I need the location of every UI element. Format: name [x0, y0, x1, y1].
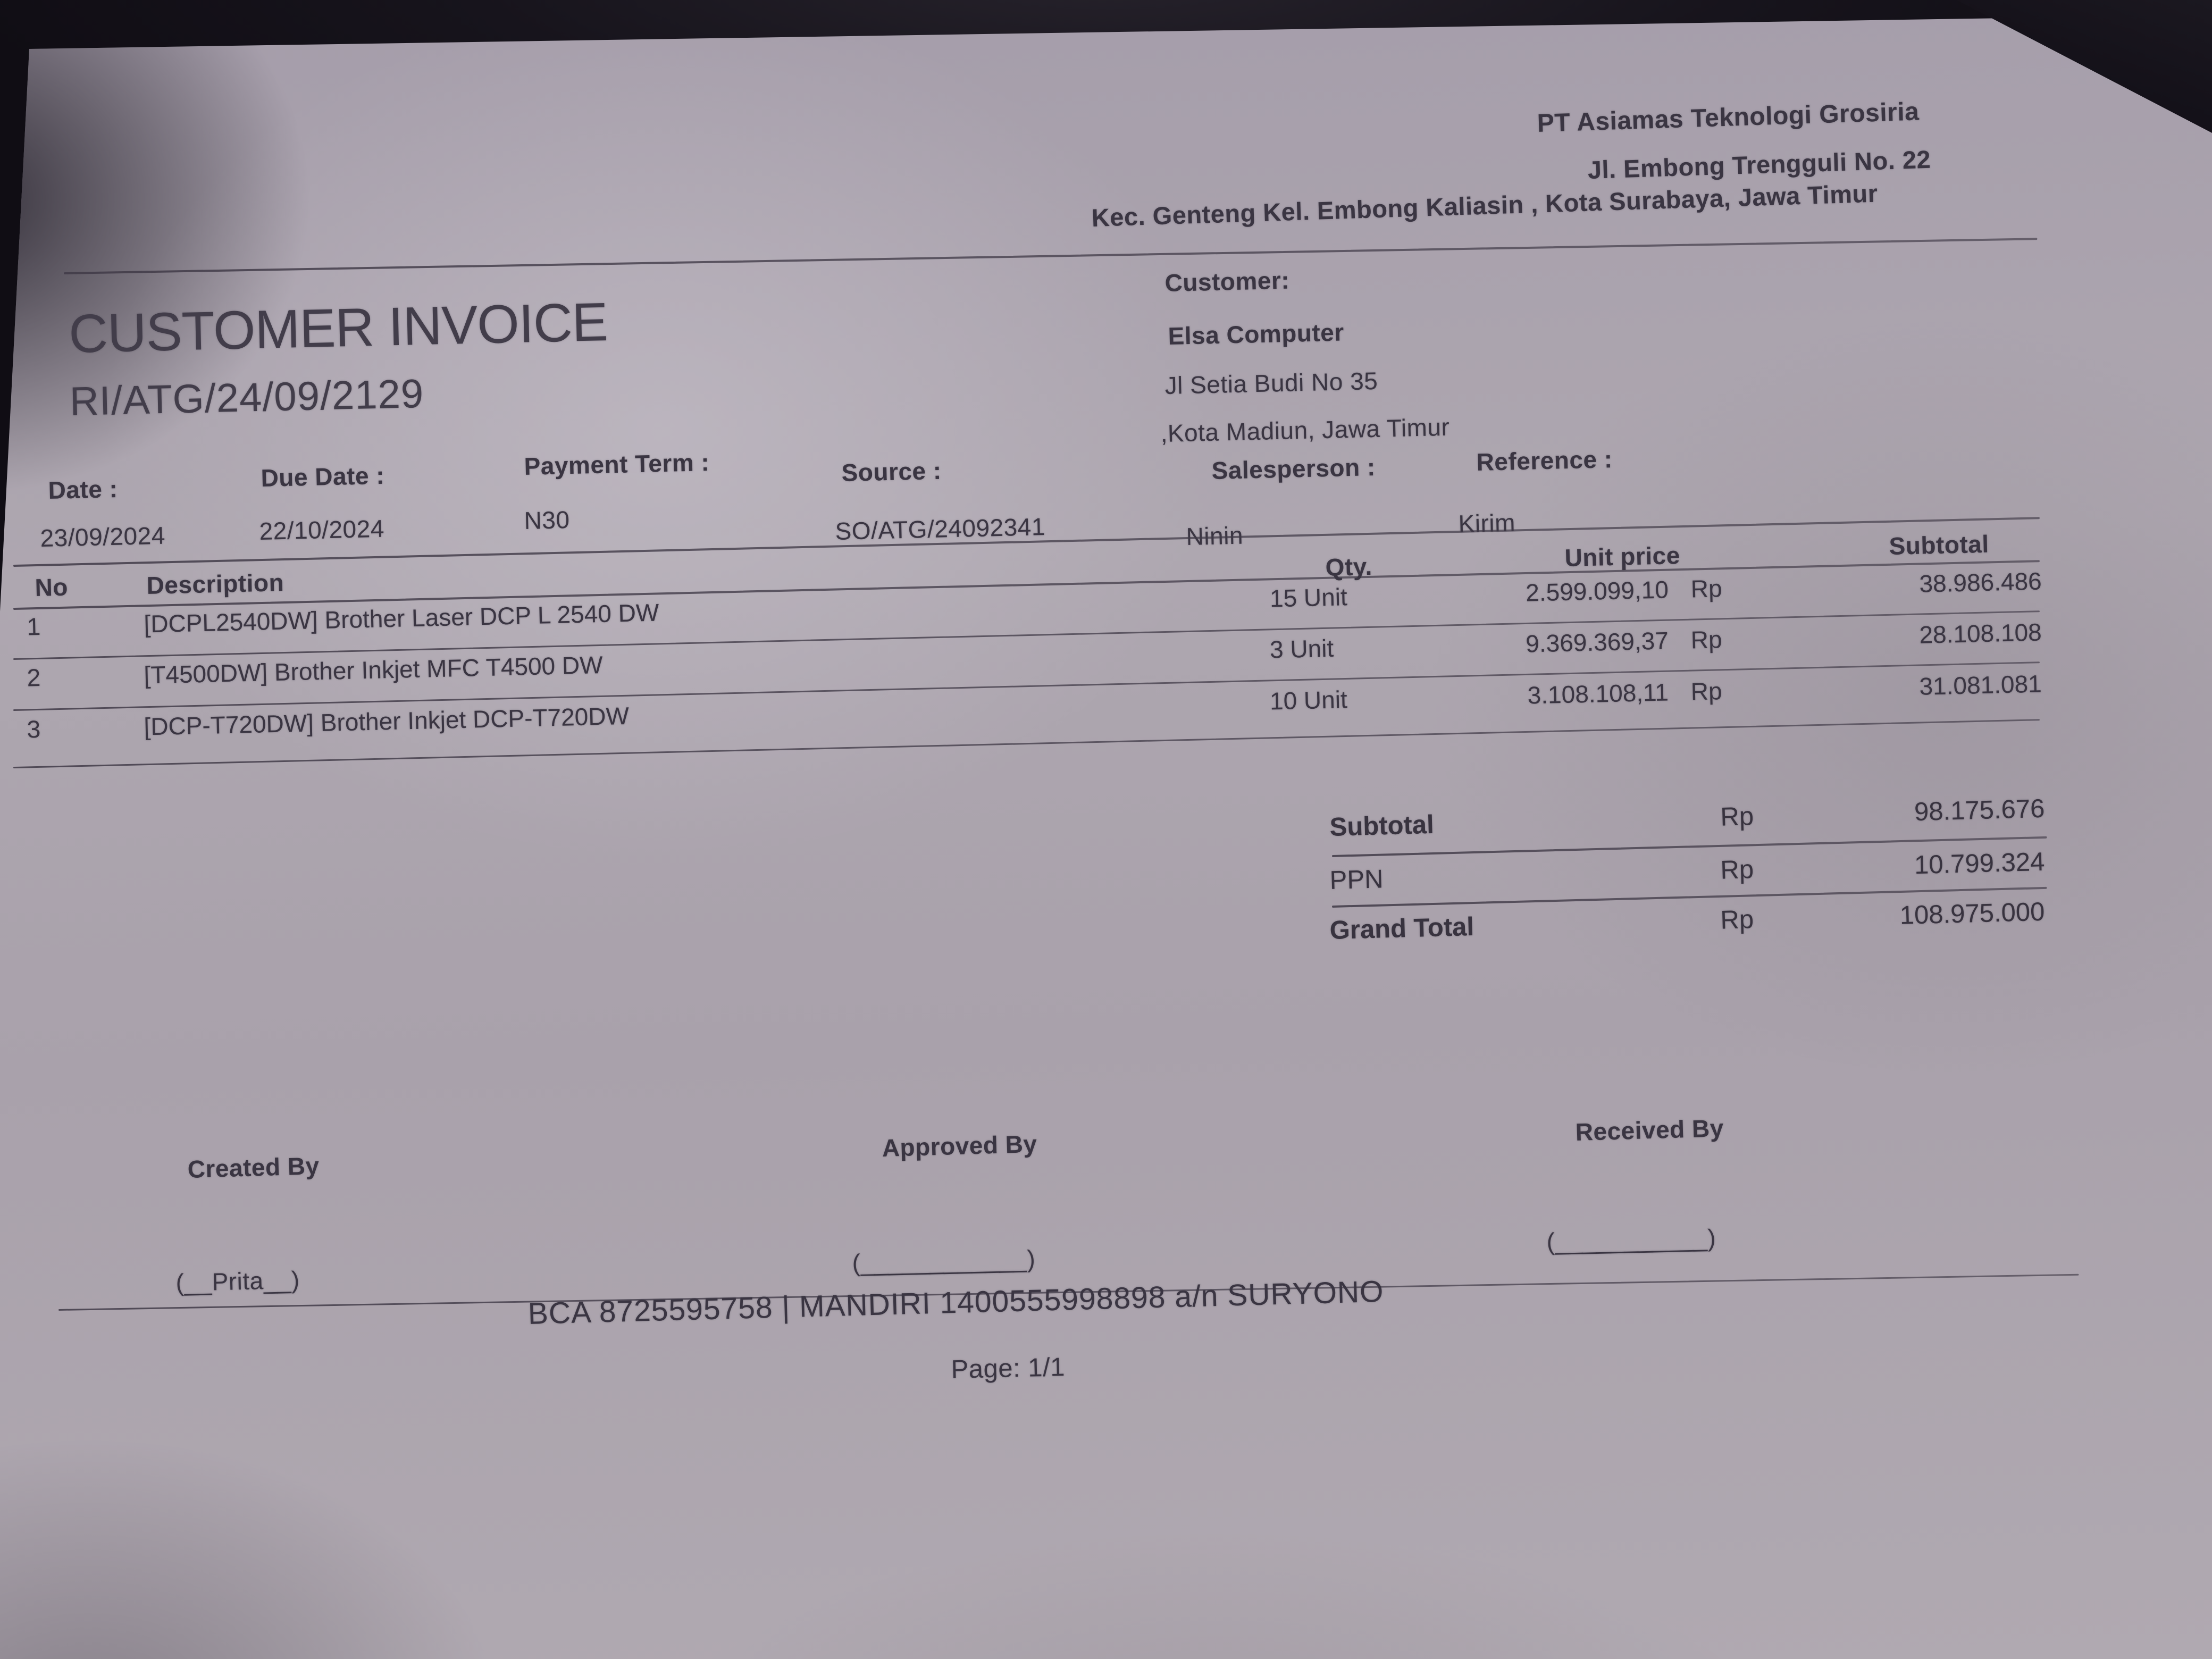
- source-value: SO/ATG/24092341: [835, 513, 1046, 545]
- row-currency: Rp: [1690, 574, 1723, 603]
- header-subtotal: Subtotal: [1889, 530, 1990, 560]
- row-no: 1: [27, 612, 41, 641]
- due-date-value: 22/10/2024: [259, 514, 385, 545]
- payment-term-value: N30: [524, 506, 571, 534]
- approved-by-label: Approved By: [882, 1129, 1038, 1162]
- row-no: 3: [27, 715, 41, 743]
- grand-total-currency: Rp: [1720, 905, 1754, 935]
- header-description: Description: [146, 568, 284, 599]
- date-label: Date :: [48, 475, 118, 504]
- header-no: No: [35, 573, 69, 601]
- page-title: CUSTOMER INVOICE: [68, 291, 608, 364]
- source-label: Source :: [841, 456, 942, 487]
- ppn-currency: Rp: [1720, 855, 1754, 885]
- header-unit-price: Unit price: [1564, 541, 1681, 572]
- customer-name: Elsa Computer: [1168, 318, 1345, 350]
- row-currency: Rp: [1690, 625, 1723, 654]
- created-by-label: Created By: [187, 1152, 320, 1183]
- received-by-signature: (___________): [1546, 1224, 1716, 1255]
- received-by-label: Received By: [1575, 1114, 1724, 1146]
- reference-label: Reference :: [1476, 445, 1613, 476]
- salesperson-label: Salesperson :: [1211, 453, 1376, 484]
- row-subtotal: 31.081.081: [1918, 669, 2042, 700]
- payment-term-label: Payment Term :: [524, 448, 710, 480]
- date-value: 23/09/2024: [40, 521, 166, 552]
- created-by-signature: (__Prita__): [175, 1266, 300, 1296]
- row-currency: Rp: [1690, 677, 1723, 706]
- approved-by-signature: (____________): [852, 1245, 1036, 1277]
- due-date-label: Due Date :: [261, 461, 385, 492]
- invoice-number: RI/ATG/24/09/2129: [69, 371, 424, 424]
- row-unit-price: 2.599.099,10: [1525, 575, 1669, 607]
- reference-value: Kirim: [1458, 508, 1516, 538]
- row-subtotal: 38.986.486: [1918, 567, 2042, 598]
- header-qty: Qty.: [1325, 552, 1373, 581]
- row-unit-price: 3.108.108,11: [1527, 678, 1669, 709]
- row-qty: 10 Unit: [1269, 685, 1348, 715]
- customer-label: Customer:: [1164, 266, 1290, 297]
- page-number: Page: 1/1: [951, 1353, 1066, 1384]
- row-unit-price: 9.369.369,37: [1525, 626, 1669, 658]
- row-no: 2: [27, 663, 41, 692]
- row-qty: 15 Unit: [1269, 583, 1348, 613]
- customer-address-line1: Jl Setia Budi No 35: [1164, 366, 1378, 399]
- subtotal-currency: Rp: [1720, 802, 1754, 832]
- row-subtotal: 28.108.108: [1918, 618, 2042, 649]
- row-qty: 3 Unit: [1269, 634, 1334, 664]
